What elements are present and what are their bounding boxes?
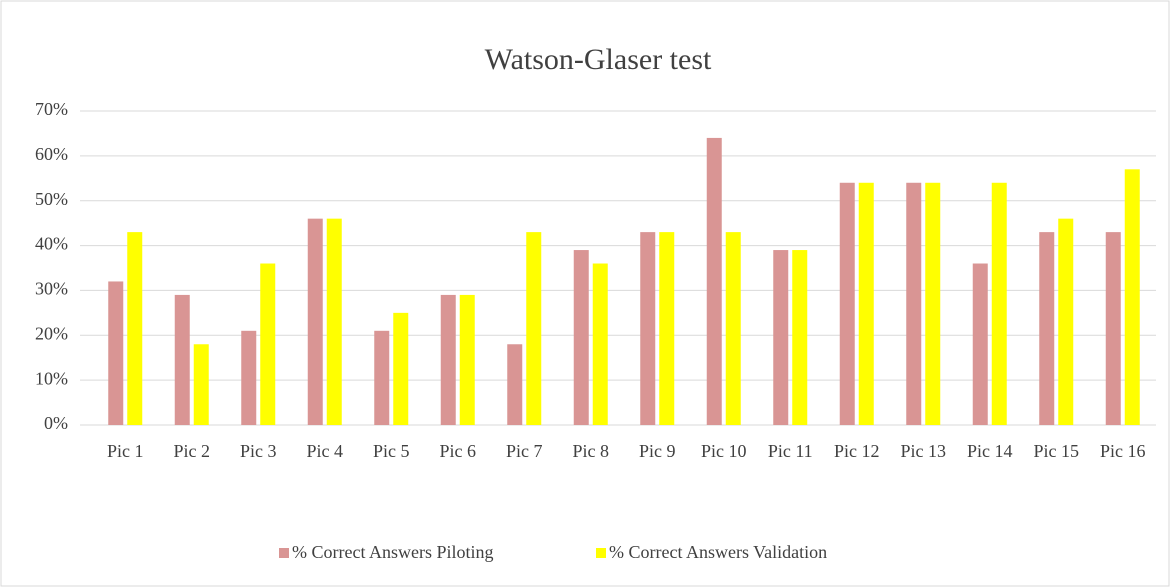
x-tick-label: Pic 4: [306, 441, 343, 461]
bar: [706, 137, 722, 425]
bar: [991, 182, 1007, 425]
bar: [773, 250, 789, 425]
bar: [440, 294, 456, 425]
y-tick-label: 30%: [35, 279, 68, 299]
bar: [307, 218, 323, 425]
bar: [725, 232, 741, 425]
y-tick-label: 40%: [35, 234, 68, 254]
legend-swatch: [279, 548, 289, 558]
bar: [507, 344, 523, 425]
x-tick-label: Pic 3: [240, 441, 277, 461]
bar: [108, 281, 124, 425]
x-tick-label: Pic 9: [639, 441, 676, 461]
bar: [592, 263, 608, 425]
x-tick-label: Pic 10: [701, 441, 747, 461]
bar: [640, 232, 656, 425]
y-tick-label: 50%: [35, 189, 68, 209]
bar: [1124, 169, 1140, 425]
bar: [972, 263, 988, 425]
bar: [1058, 218, 1074, 425]
legend-label: % Correct Answers Piloting: [292, 542, 493, 562]
bar: [839, 182, 855, 425]
x-tick-label: Pic 8: [572, 441, 609, 461]
bar: [1105, 232, 1121, 425]
x-tick-label: Pic 7: [506, 441, 543, 461]
y-tick-label: 60%: [35, 144, 68, 164]
bar: [925, 182, 941, 425]
x-tick-label: Pic 2: [173, 441, 210, 461]
bar: [1039, 232, 1055, 425]
x-tick-label: Pic 5: [373, 441, 410, 461]
x-tick-label: Pic 16: [1100, 441, 1146, 461]
x-tick-label: Pic 12: [834, 441, 880, 461]
x-tick-label: Pic 11: [768, 441, 813, 461]
bar: [326, 218, 342, 425]
bar: [858, 182, 874, 425]
bar: [127, 232, 143, 425]
bar: [526, 232, 542, 425]
bar: [459, 294, 475, 425]
x-tick-label: Pic 14: [967, 441, 1013, 461]
y-tick-label: 20%: [35, 323, 68, 343]
bar: [260, 263, 276, 425]
bar: [792, 250, 808, 425]
y-tick-label: 70%: [35, 99, 68, 119]
y-tick-label: 10%: [35, 368, 68, 388]
legend-swatch: [596, 548, 606, 558]
bar: [241, 330, 257, 425]
bar: [393, 312, 409, 425]
bar: [193, 344, 209, 425]
bar: [659, 232, 675, 425]
x-tick-label: Pic 1: [107, 441, 144, 461]
bar: [174, 294, 190, 425]
y-tick-label: 0%: [44, 413, 68, 433]
bar: [906, 182, 922, 425]
bar: [573, 250, 589, 425]
chart-title: Watson-Glaser test: [485, 43, 712, 76]
legend-label: % Correct Answers Validation: [609, 542, 827, 562]
bar: [374, 330, 390, 425]
x-tick-label: Pic 6: [439, 441, 476, 461]
x-tick-label: Pic 15: [1033, 441, 1079, 461]
x-tick-label: Pic 13: [900, 441, 946, 461]
